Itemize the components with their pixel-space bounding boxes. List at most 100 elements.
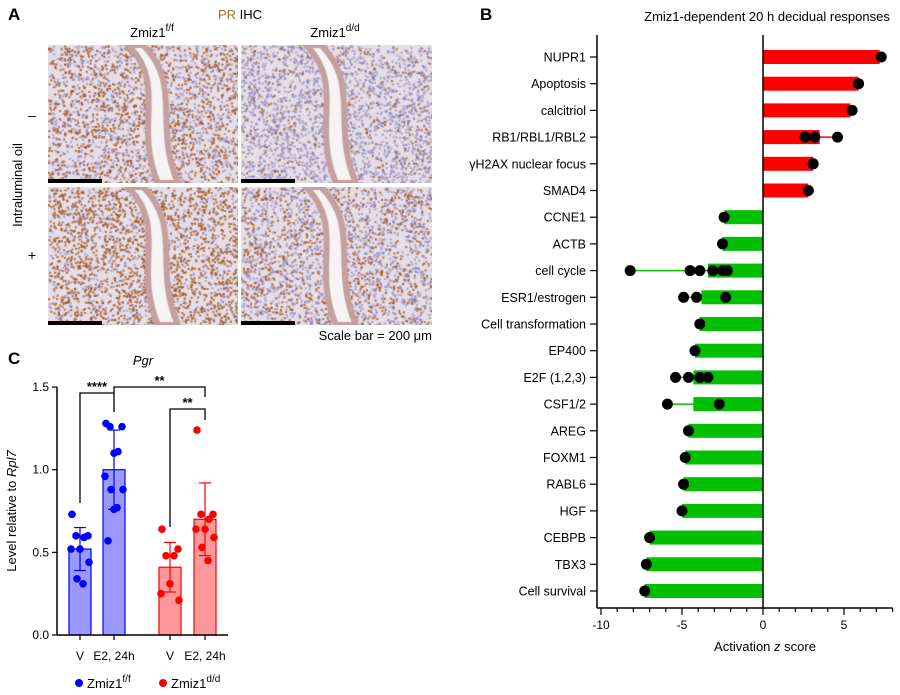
bar-0 <box>763 50 880 64</box>
bar-10 <box>699 317 763 331</box>
chart-c-ylabel: Level relative to Rpl7 <box>4 450 19 572</box>
point-1-0 <box>102 419 110 428</box>
point-1-4 <box>110 449 118 457</box>
category-label: FOXM1 <box>543 451 586 465</box>
point-3-7 <box>198 543 206 552</box>
bar-9 <box>701 290 763 305</box>
category-label: cell cycle <box>535 264 586 278</box>
chart-b-title: Zmiz1-dependent 20 h decidual responses <box>644 9 890 24</box>
point-9-1 <box>691 291 703 303</box>
point-1-0 <box>853 78 865 90</box>
point-12-2 <box>694 371 706 383</box>
y-tick-label: 1.5 <box>32 380 49 394</box>
bar-20 <box>644 584 763 598</box>
point-13-1 <box>713 398 725 410</box>
point-17-0 <box>676 505 688 517</box>
bar-14 <box>688 423 763 438</box>
point-1-10 <box>104 536 112 545</box>
significance-bracket <box>79 392 115 503</box>
point-3-0 <box>799 131 811 143</box>
point-1-2 <box>106 422 114 431</box>
point-8-5 <box>721 265 733 277</box>
bar-4 <box>763 156 814 171</box>
bar-18 <box>649 530 763 545</box>
point-0-0 <box>68 510 76 519</box>
category-label: ESR1/estrogen <box>501 291 586 305</box>
category-label: NUPR1 <box>544 51 586 65</box>
point-2-5 <box>157 589 165 598</box>
point-3-1 <box>209 510 217 519</box>
point-1-6 <box>119 485 127 494</box>
category-label: E2F (1,2,3) <box>523 371 586 385</box>
scale-note: Scale bar = 200 μm <box>319 328 432 343</box>
bar-2 <box>158 566 182 636</box>
point-0-3 <box>80 533 88 542</box>
point-3-1 <box>809 131 821 143</box>
bar-1 <box>763 76 859 91</box>
significance-bracket <box>169 408 206 527</box>
bar-12 <box>693 370 763 385</box>
x-tick-label: V <box>76 649 84 663</box>
category-label: Cell survival <box>519 585 586 599</box>
significance-bracket <box>113 386 206 397</box>
point-3-2 <box>832 131 844 143</box>
point-3-8 <box>204 556 212 565</box>
category-label: EP400 <box>548 344 586 358</box>
point-0-2 <box>72 532 80 540</box>
chart-c-title: Pgr <box>133 353 154 368</box>
legend-marker-dd <box>159 679 167 687</box>
point-2-2 <box>162 551 170 560</box>
significance-label: ** <box>154 373 165 388</box>
category-label: CSF1/2 <box>544 398 586 412</box>
point-12-0 <box>670 371 682 383</box>
point-11-0 <box>689 345 701 357</box>
bar-1 <box>102 469 126 636</box>
category-label: TBX3 <box>555 558 586 572</box>
point-3-4 <box>201 525 209 534</box>
micrograph-dd-minus <box>241 45 432 183</box>
point-2-0 <box>846 104 858 116</box>
col-label-ff: Zmiz1f/f <box>130 23 174 40</box>
bar-3 <box>763 130 820 145</box>
y-tick-label: 1.0 <box>32 463 49 477</box>
x-tick-label: E2, 24h <box>93 649 134 663</box>
point-0-0 <box>875 51 887 63</box>
point-3-5 <box>192 525 200 534</box>
category-label: SMAD4 <box>543 184 586 198</box>
x-tick-label: 5 <box>841 618 848 632</box>
point-0-4 <box>76 545 84 553</box>
point-7-0 <box>717 238 728 250</box>
row-axis-label: Intraluminal oil <box>10 143 25 227</box>
point-2-1 <box>174 545 182 553</box>
point-3-0 <box>193 426 201 434</box>
point-16-0 <box>678 478 690 490</box>
category-label: RB1/RBL1/RBL2 <box>492 131 586 145</box>
category-label: CCNE1 <box>544 211 586 225</box>
y-tick-label: 0.0 <box>32 628 49 642</box>
col-label-dd: Zmiz1d/d <box>310 23 359 40</box>
category-label: calcitriol <box>541 104 586 118</box>
bar-2 <box>763 103 851 118</box>
bar-8 <box>707 263 763 278</box>
panel-a-title: PR IHC <box>218 7 262 22</box>
bar-3 <box>193 518 217 636</box>
point-0-5 <box>67 545 75 553</box>
bar-16 <box>683 477 763 492</box>
point-2-3 <box>170 551 178 560</box>
point-3-3 <box>205 515 213 524</box>
category-label: CEBPB <box>544 531 586 545</box>
point-1-8 <box>113 503 121 512</box>
point-3-2 <box>197 510 205 519</box>
point-12-1 <box>682 371 694 383</box>
category-label: Cell transformation <box>481 318 586 332</box>
point-0-7 <box>73 574 81 583</box>
point-19-0 <box>640 558 652 570</box>
point-12-3 <box>702 371 714 383</box>
panel-c-label: C <box>8 349 20 368</box>
significance-label: ** <box>182 395 193 410</box>
point-9-0 <box>678 291 690 303</box>
category-label: Apoptosis <box>531 77 586 91</box>
point-0-1 <box>84 532 92 540</box>
chart-b-xlabel: Activation z score <box>714 639 816 654</box>
micrograph-dd-plus <box>241 187 432 325</box>
